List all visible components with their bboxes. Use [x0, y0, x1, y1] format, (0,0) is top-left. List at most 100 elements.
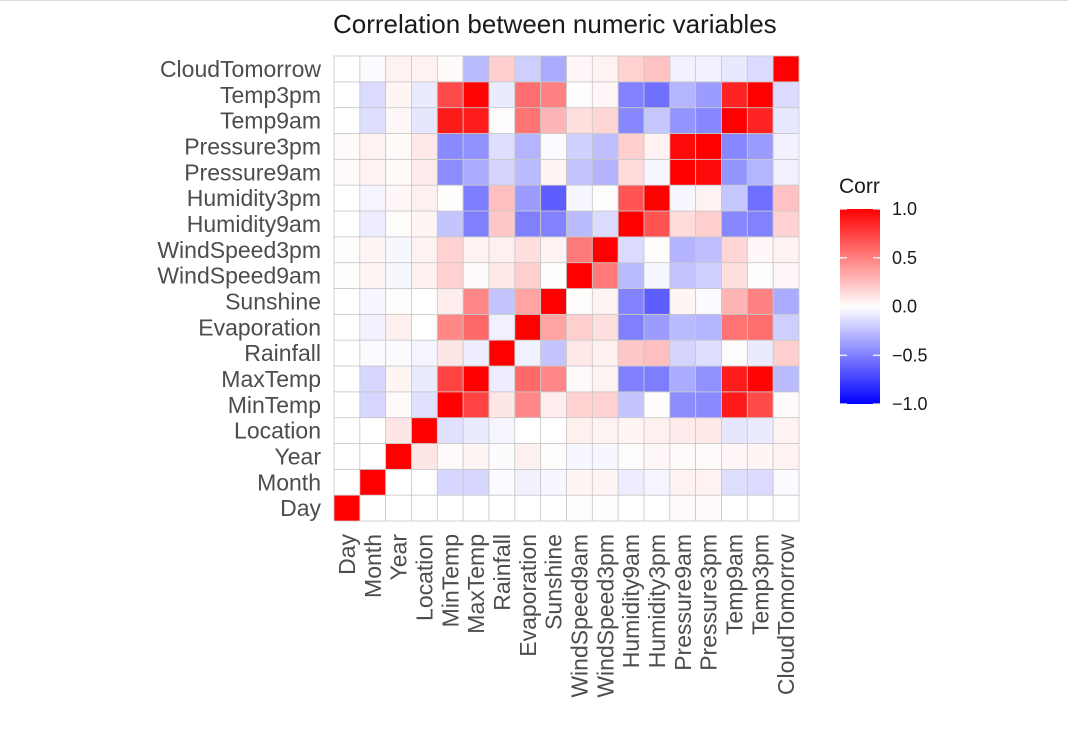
heatmap-cell	[411, 494, 438, 522]
heatmap-cell	[643, 288, 671, 315]
x-tick-label: WindSpeed9am	[566, 534, 592, 698]
heatmap-cell	[436, 494, 464, 522]
heatmap-cell	[488, 468, 516, 496]
heatmap-cell	[488, 494, 516, 522]
heatmap-cell	[385, 468, 412, 496]
heatmap-cell	[385, 494, 412, 522]
heatmap-cell	[721, 313, 748, 341]
heatmap-cell	[359, 365, 387, 393]
heatmap-cell	[385, 81, 412, 109]
heatmap-cell	[669, 184, 697, 212]
heatmap-cell	[643, 339, 671, 367]
heatmap-cell	[721, 133, 748, 160]
heatmap-cell	[566, 55, 593, 83]
heatmap-cell	[643, 158, 671, 186]
heatmap-cell	[411, 236, 438, 264]
heatmap-cell	[591, 288, 619, 315]
heatmap-cell	[333, 133, 361, 160]
heatmap-cell	[540, 391, 567, 419]
heatmap-cell	[333, 210, 361, 238]
y-tick-label: MaxTemp	[221, 366, 321, 392]
y-tick-label: WindSpeed9am	[157, 263, 321, 289]
heatmap-cell	[411, 468, 438, 496]
heatmap-cell	[359, 468, 387, 496]
x-tick-label: CloudTomorrow	[773, 534, 799, 695]
heatmap-cell	[385, 133, 412, 160]
heatmap-cell	[488, 391, 516, 419]
heatmap-cell	[359, 417, 387, 444]
heatmap-cell	[333, 417, 361, 444]
heatmap-cell	[359, 158, 387, 186]
heatmap-cell	[695, 184, 722, 212]
heatmap-cell	[695, 391, 722, 419]
heatmap-cell	[617, 365, 645, 393]
y-tick-label: MinTemp	[228, 392, 321, 418]
heatmap-cell	[669, 417, 697, 444]
heatmap-cell	[540, 339, 567, 367]
heatmap-cell	[436, 55, 464, 83]
heatmap-cell	[772, 55, 800, 83]
heatmap-cell	[695, 494, 722, 522]
heatmap-cell	[514, 210, 542, 238]
heatmap-cell	[695, 133, 722, 160]
heatmap-cell	[462, 133, 490, 160]
y-tick-label: Day	[280, 495, 321, 521]
heatmap-cell	[333, 468, 361, 496]
heatmap-cell	[359, 339, 387, 367]
heatmap-cell	[669, 210, 697, 238]
heatmap-cell	[488, 107, 516, 134]
heatmap-cell	[617, 210, 645, 238]
y-tick-label: Temp9am	[220, 108, 321, 134]
heatmap-cell	[746, 391, 774, 419]
heatmap-cell	[669, 494, 697, 522]
heatmap-cell	[462, 365, 490, 393]
heatmap-cell	[591, 210, 619, 238]
heatmap-cell	[514, 391, 542, 419]
heatmap-cell	[669, 55, 697, 83]
heatmap-cell	[591, 158, 619, 186]
heatmap-cell	[617, 288, 645, 315]
heatmap-cell	[359, 184, 387, 212]
heatmap-cell	[566, 158, 593, 186]
heatmap-cell	[359, 133, 387, 160]
heatmap-cell	[540, 313, 567, 341]
heatmap-cell	[643, 468, 671, 496]
heatmap-cell	[333, 288, 361, 315]
heatmap-cell	[385, 313, 412, 341]
x-tick-label: Month	[360, 534, 386, 598]
heatmap-cell	[540, 236, 567, 264]
heatmap-cell	[721, 81, 748, 109]
heatmap-cell	[359, 262, 387, 289]
heatmap-cell	[617, 81, 645, 109]
heatmap-cell	[591, 55, 619, 83]
heatmap-cell	[746, 443, 774, 470]
heatmap-cell	[721, 262, 748, 289]
heatmap-cell	[566, 107, 593, 134]
heatmap-cell	[411, 133, 438, 160]
heatmap-cell	[488, 365, 516, 393]
x-tick-label: Sunshine	[541, 534, 567, 630]
heatmap-cell	[411, 55, 438, 83]
x-tick-label: Pressure9am	[670, 534, 696, 671]
heatmap-cell	[566, 288, 593, 315]
heatmap-cell	[617, 443, 645, 470]
heatmap-cell	[436, 443, 464, 470]
heatmap-cell	[540, 494, 567, 522]
heatmap-cell	[746, 468, 774, 496]
heatmap-cell	[695, 468, 722, 496]
heatmap-cell	[333, 81, 361, 109]
y-tick-label: Month	[257, 469, 321, 495]
x-tick-label: Evaporation	[515, 534, 541, 657]
heatmap-cell	[772, 210, 800, 238]
heatmap-cell	[566, 81, 593, 109]
heatmap-cell	[540, 262, 567, 289]
heatmap-cell	[411, 313, 438, 341]
heatmap-cell	[514, 417, 542, 444]
heatmap-cell	[514, 184, 542, 212]
y-tick-label: Rainfall	[244, 340, 321, 366]
heatmap-cell	[772, 313, 800, 341]
x-tick-label: Location	[411, 534, 437, 621]
heatmap-cell	[436, 365, 464, 393]
heatmap-cell	[411, 365, 438, 393]
heatmap-cell	[746, 236, 774, 264]
